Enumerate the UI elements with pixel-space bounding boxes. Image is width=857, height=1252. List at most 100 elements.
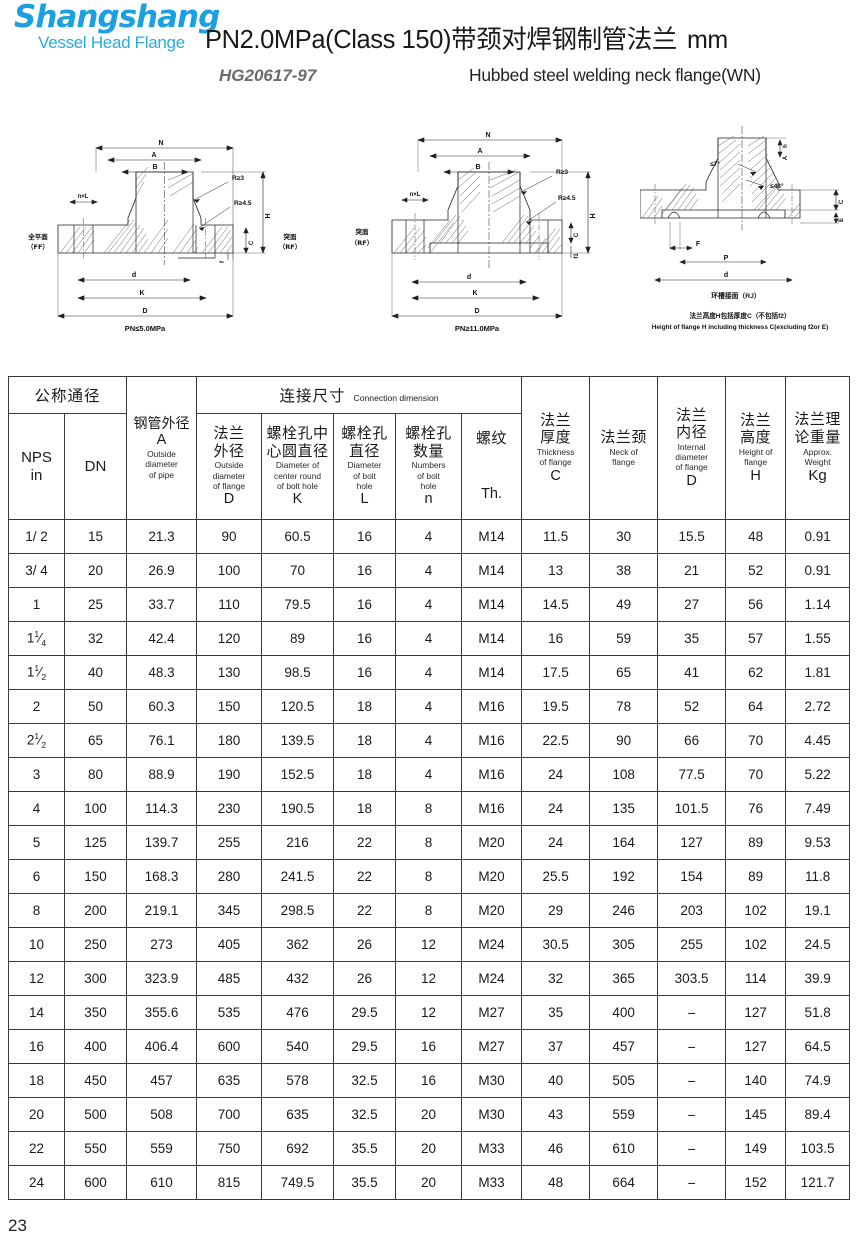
cell-neck: 505 <box>589 1063 659 1098</box>
cell-kg: 19.1 <box>785 893 851 928</box>
svg-text:n×L: n×L <box>78 194 89 200</box>
col-pipe-od-cn: 钢管外径 <box>133 416 190 433</box>
cell-k: 89 <box>261 621 335 656</box>
cell-dn: 400 <box>63 1029 128 1064</box>
svg-text:d: d <box>724 272 728 279</box>
nps-fraction: 11⁄4 <box>26 628 47 649</box>
column-header-flange-height: 法兰 高度 Height of flange H <box>725 376 787 520</box>
cell-h: 70 <box>725 757 787 792</box>
cell-d_in: 203 <box>657 893 727 928</box>
cell-h: 52 <box>725 553 787 588</box>
cell-k: 152.5 <box>261 757 335 792</box>
cell-h: 70 <box>725 723 787 758</box>
cell-h: 127 <box>725 995 787 1030</box>
cell-d_out: 700 <box>196 1097 263 1132</box>
svg-text:D: D <box>142 308 147 315</box>
cell-d_in: − <box>657 1165 727 1200</box>
svg-text:D: D <box>474 308 479 315</box>
cell-neck: 38 <box>589 553 659 588</box>
cell-a: 168.3 <box>126 859 198 894</box>
cell-d_in: − <box>657 1029 727 1064</box>
table-row: 14 350 355.6 535 476 29.5 12 M27 35 400−127 51.8 <box>8 995 851 1030</box>
cell-dn: 200 <box>63 893 128 928</box>
cell-dn: 600 <box>63 1165 128 1200</box>
col-internal-dia-cn: 法兰 内径 <box>676 405 708 442</box>
cell-th: M30 <box>461 1097 523 1132</box>
cell-th: M27 <box>461 1029 523 1064</box>
table-row: 1 25 33.7 110 79.5 16 4 M14 14.5 49 27 56 1.14 <box>8 587 851 622</box>
cell-a: 355.6 <box>126 995 198 1030</box>
table-row: 10 250 273 405 362 26 12 M24 30.5 305 255 102 24.5 <box>8 927 851 962</box>
cell-th: M20 <box>461 825 523 860</box>
cell-c: 29 <box>521 893 591 928</box>
cell-a: 508 <box>126 1097 198 1132</box>
cell-k: 190.5 <box>261 791 335 826</box>
table-row: 3 80 88.9 190 152.5 18 4 M16 24 108 77.5 70 5.22 <box>8 757 851 792</box>
col-nps-symbol: NPS in <box>21 449 52 484</box>
cell-th: M33 <box>461 1131 523 1166</box>
svg-text:F: F <box>696 241 701 248</box>
table-group-header-row: 公称通径 钢管外径 A Outside diameter of pipe 连接尺寸 C… <box>7 376 851 520</box>
cell-d_out: 100 <box>196 553 263 588</box>
cell-c: 14.5 <box>521 587 591 622</box>
cell-kg: 0.91 <box>785 553 851 588</box>
cell-kg: 7.49 <box>785 791 851 826</box>
nps-fraction: 11⁄2 <box>26 662 47 683</box>
brand-logo: Shangshang Vessel Head Flange <box>14 2 220 52</box>
cell-k: 120.5 <box>261 689 335 724</box>
col-height-symbol: H <box>750 467 761 484</box>
svg-text:f1: f1 <box>574 253 580 259</box>
column-header-bolt-circle-diameter: 螺栓孔中 心圆直径 Diameter of center round of bolt … <box>261 413 335 520</box>
cell-a: 457 <box>126 1063 198 1098</box>
cell-th: M14 <box>461 553 523 588</box>
cell-l: 26 <box>333 927 397 962</box>
col-bolt-circle-symbol: K <box>292 491 303 508</box>
cell-a: 114.3 <box>126 791 198 826</box>
col-bolt-hole-dia-symbol: L <box>360 491 369 508</box>
cell-kg: 64.5 <box>785 1029 851 1064</box>
cell-d_in: − <box>657 995 727 1030</box>
cell-nps: 11⁄2 <box>8 655 65 690</box>
cell-d_out: 635 <box>196 1063 263 1098</box>
cell-h: 114 <box>725 961 787 996</box>
cell-d_out: 120 <box>196 621 263 656</box>
cell-th: M14 <box>461 655 523 690</box>
cell-l: 18 <box>333 689 397 724</box>
cell-d_in: 35 <box>657 621 727 656</box>
cell-n: 8 <box>395 825 463 860</box>
cell-dn: 300 <box>63 961 128 996</box>
cell-dn: 125 <box>63 825 128 860</box>
cell-kg: 39.9 <box>785 961 851 996</box>
svg-text:A: A <box>783 155 789 160</box>
cell-l: 16 <box>333 587 397 622</box>
table-row: 22 550 559 750 692 35.5 20 M33 46 610−149 103.5 <box>8 1131 851 1166</box>
cell-neck: 164 <box>589 825 659 860</box>
table-row: 21⁄2 65 76.1 180 139.5 18 4 M16 22.5 90 66 70 4.45 <box>8 723 851 758</box>
svg-text:n×L: n×L <box>410 192 421 198</box>
cell-h: 64 <box>725 689 787 724</box>
svg-text:h: h <box>783 144 789 148</box>
cell-h: 57 <box>725 621 787 656</box>
cell-th: M14 <box>461 519 523 554</box>
column-header-approx-weight: 法兰理 论重量 Approx. Weight Kg <box>785 376 851 520</box>
cell-th: M16 <box>461 723 523 758</box>
cell-nps: 1/ 2 <box>8 519 65 554</box>
svg-text:N: N <box>158 140 163 147</box>
cell-n: 12 <box>395 927 463 962</box>
cell-th: M24 <box>461 961 523 996</box>
cell-nps: 11⁄4 <box>8 621 65 656</box>
svg-text:C: C <box>249 240 255 245</box>
cell-d_out: 815 <box>196 1165 263 1200</box>
cell-n: 12 <box>395 995 463 1030</box>
svg-text:H: H <box>590 213 597 218</box>
svg-text:H: H <box>265 213 272 218</box>
column-header-thread: 螺纹 Th. <box>461 413 523 520</box>
col-flange-od-en: Outside diameter of flange <box>212 460 246 491</box>
column-header-pipe-outside-diameter: 钢管外径 A Outside diameter of pipe <box>126 376 198 520</box>
cell-k: 70 <box>261 553 335 588</box>
cell-dn: 65 <box>63 723 128 758</box>
cell-dn: 20 <box>63 553 128 588</box>
cell-n: 16 <box>395 1029 463 1064</box>
cell-kg: 9.53 <box>785 825 851 860</box>
cell-a: 406.4 <box>126 1029 198 1064</box>
